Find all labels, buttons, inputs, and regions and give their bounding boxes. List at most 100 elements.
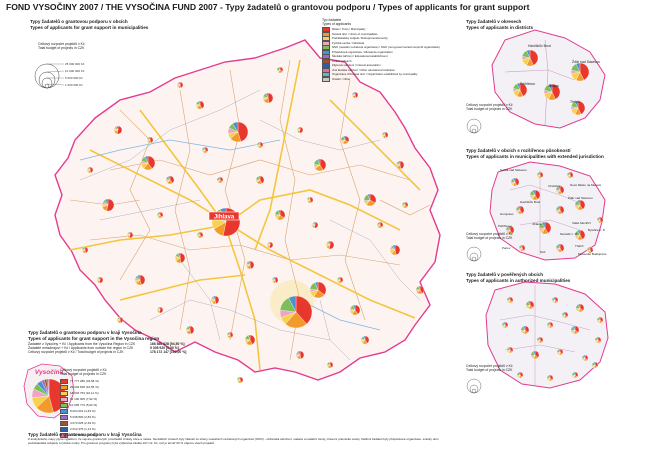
pou-pie[interactable] [570, 325, 580, 335]
municipality-pie[interactable] [236, 376, 244, 384]
municipality-pie[interactable] [156, 306, 164, 314]
inset1-place: Havlíčkův Brod [528, 44, 551, 48]
municipality-pie[interactable] [256, 141, 264, 149]
pou-pie[interactable] [556, 348, 564, 356]
orp-pie[interactable] [529, 189, 541, 201]
orp-pie[interactable] [574, 199, 586, 211]
orp-pie[interactable] [555, 205, 565, 215]
pou-pie[interactable] [506, 296, 514, 304]
municipality-pie[interactable] [326, 361, 334, 369]
municipality-pie[interactable] [313, 158, 327, 172]
municipality-pie[interactable] [274, 209, 286, 221]
pou-pie[interactable] [536, 336, 544, 344]
orp-pie[interactable] [566, 171, 574, 179]
municipality-pie[interactable] [81, 246, 89, 254]
municipality-pie[interactable] [116, 316, 124, 324]
municipality-pie[interactable] [306, 196, 314, 204]
pou-pie[interactable] [530, 350, 540, 360]
municipality-pie[interactable] [156, 211, 164, 219]
municipality-pie[interactable] [210, 295, 220, 305]
municipality-pie[interactable] [351, 91, 359, 99]
pou-pie[interactable] [546, 374, 554, 382]
orp-pie[interactable] [596, 216, 604, 224]
city-label-box [208, 211, 240, 221]
district-pie[interactable] [543, 83, 561, 101]
municipality-pie[interactable] [146, 136, 154, 144]
municipality-pie[interactable] [185, 325, 195, 335]
municipality-pie[interactable] [101, 198, 115, 212]
orp-pie[interactable] [555, 243, 565, 253]
municipality-pie[interactable] [363, 193, 377, 207]
pou-pie[interactable] [591, 361, 599, 369]
municipality-pie[interactable] [113, 125, 123, 135]
municipality-pie[interactable] [376, 221, 384, 229]
municipality-pie[interactable] [276, 66, 284, 74]
pou-pie[interactable] [581, 354, 589, 362]
orp-pie[interactable] [518, 244, 526, 252]
municipality-pie[interactable] [255, 175, 265, 185]
pou-pie[interactable] [571, 371, 579, 379]
municipality-pie[interactable] [381, 131, 389, 139]
pou-pie[interactable] [575, 303, 585, 313]
pou-pie[interactable] [501, 321, 509, 329]
district-pie[interactable] [570, 100, 586, 116]
pou-pie[interactable] [516, 371, 524, 379]
orp-pie[interactable] [536, 171, 544, 179]
municipality-pie[interactable] [401, 201, 409, 209]
city-jihlava[interactable]: Jihlava [208, 211, 240, 221]
municipality-pie[interactable] [325, 240, 335, 250]
pou-pie[interactable] [525, 300, 535, 310]
municipality-pie[interactable] [201, 146, 209, 154]
municipality-pie[interactable] [134, 274, 146, 286]
district-pie[interactable] [512, 82, 528, 98]
municipality-pie[interactable] [86, 166, 94, 174]
pou-pie[interactable] [561, 311, 569, 319]
municipality-pie[interactable] [262, 92, 274, 104]
municipality-pie[interactable] [96, 276, 104, 284]
orp-pie[interactable] [505, 225, 515, 235]
municipality-pie[interactable] [279, 295, 313, 329]
municipality-pie[interactable] [336, 276, 344, 284]
municipality-pie[interactable] [395, 160, 405, 170]
pou-pie[interactable] [551, 296, 559, 304]
municipality-pie[interactable] [360, 335, 370, 345]
municipality-pie[interactable] [266, 241, 274, 249]
orp-pie[interactable] [538, 221, 552, 235]
region-heading-cz: Typy žadatelů o grantovou podporu v kraj… [28, 330, 142, 335]
pou-pie[interactable] [506, 346, 514, 354]
municipality-pie[interactable] [174, 252, 186, 264]
pou-pie[interactable] [596, 316, 604, 324]
municipality-pie[interactable] [165, 175, 175, 185]
orp-pie[interactable] [515, 205, 525, 215]
municipality-pie[interactable] [195, 100, 205, 110]
municipality-pie[interactable] [349, 304, 361, 316]
municipality-pies[interactable] [81, 66, 425, 384]
municipality-pie[interactable] [140, 155, 156, 171]
municipality-pie[interactable] [295, 350, 305, 360]
pou-pie[interactable] [594, 336, 602, 344]
orp-pie[interactable] [586, 246, 594, 254]
municipality-pie[interactable] [196, 231, 204, 239]
orp-pie[interactable] [510, 177, 520, 187]
municipality-pie[interactable] [126, 231, 134, 239]
municipality-pie[interactable] [245, 260, 255, 270]
municipality-pie[interactable] [340, 135, 350, 145]
district-pie[interactable] [521, 49, 539, 67]
orp-pie[interactable] [555, 185, 565, 195]
municipality-pie[interactable] [309, 281, 327, 299]
municipality-pie[interactable] [271, 276, 279, 284]
municipality-pie[interactable] [216, 176, 224, 184]
municipality-pie[interactable] [226, 331, 234, 339]
municipality-pie[interactable] [227, 121, 249, 143]
municipality-pie[interactable] [296, 126, 304, 134]
municipality-pie[interactable] [244, 334, 256, 346]
district-pie[interactable] [570, 62, 590, 82]
municipality-pie[interactable] [311, 221, 319, 229]
pou-pie[interactable] [520, 325, 530, 335]
municipality-pie[interactable] [415, 285, 425, 295]
municipality-pie[interactable] [176, 81, 184, 89]
municipality-pie[interactable] [389, 244, 401, 256]
orp-pie[interactable] [574, 229, 586, 241]
pou-pie[interactable] [546, 321, 554, 329]
